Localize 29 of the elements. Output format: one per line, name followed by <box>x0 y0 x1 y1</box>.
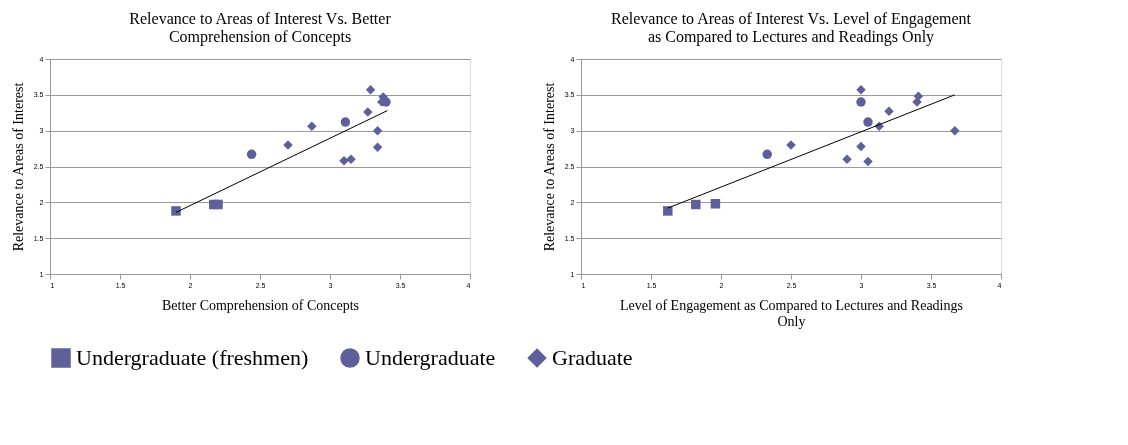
point <box>762 149 772 160</box>
point <box>213 199 223 210</box>
point <box>171 206 181 216</box>
legend-label: Undergraduate (freshmen) <box>76 345 309 370</box>
point <box>863 117 873 127</box>
point <box>856 97 866 107</box>
point <box>346 154 356 165</box>
y-axis-title: Relevance to Areas of Interest <box>10 82 26 252</box>
point <box>884 106 894 117</box>
point <box>691 199 701 210</box>
legend-label: Graduate <box>552 345 633 370</box>
point <box>710 199 721 209</box>
x-axis-title: Better Comprehension of Concepts <box>161 297 360 313</box>
chart-title: Relevance to Areas of Interest Vs. Better Comprehension of Concepts <box>129 10 392 46</box>
point <box>340 117 351 127</box>
point <box>663 206 673 216</box>
y-axis-title: Relevance to Areas of Interest <box>541 82 557 252</box>
point <box>856 141 866 152</box>
point <box>307 121 317 132</box>
point <box>372 125 383 136</box>
point <box>950 125 960 136</box>
point <box>246 149 257 160</box>
legend-label: Undergraduate <box>365 345 496 370</box>
point <box>842 154 852 165</box>
point <box>365 85 376 95</box>
x-axis-title: Level of Engagement as Compared to Lectures and Readings Only <box>620 297 963 329</box>
point <box>863 156 873 167</box>
point <box>372 142 383 152</box>
chart-title: Relevance to Areas of Interest Vs. Level of Engagement as Compared to Lectures and Readings Only <box>610 10 972 46</box>
